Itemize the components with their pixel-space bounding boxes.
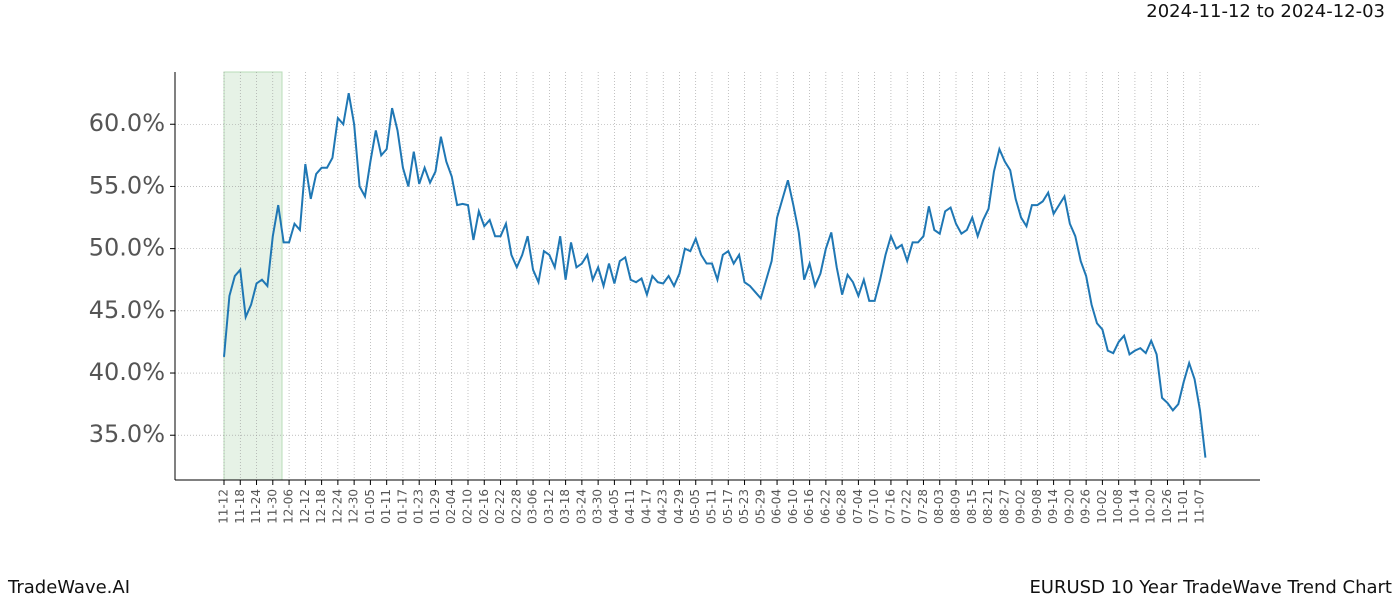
x-tick-label: 12-18 [314, 489, 328, 524]
x-tick-label: 05-05 [688, 489, 702, 524]
x-tick-label: 12-30 [347, 489, 361, 524]
x-tick-label: 03-24 [574, 489, 588, 524]
x-tick-label: 05-11 [705, 489, 719, 524]
x-tick-label: 08-09 [949, 489, 963, 524]
x-tick-label: 11-30 [265, 489, 279, 524]
x-tick-label: 08-15 [965, 489, 979, 524]
x-tick-label: 02-28 [509, 489, 523, 524]
x-tick-label: 01-29 [428, 489, 442, 524]
x-tick-label: 05-17 [721, 489, 735, 524]
x-tick-label: 11-24 [249, 489, 263, 524]
grid [175, 72, 1260, 480]
chart-title: EURUSD 10 Year TradeWave Trend Chart [1029, 577, 1392, 598]
x-tick-label: 08-21 [981, 489, 995, 524]
x-tick-label: 08-03 [932, 489, 946, 524]
x-tick-label: 04-23 [656, 489, 670, 524]
x-tick-label: 08-27 [997, 489, 1011, 524]
x-tick-label: 02-22 [493, 489, 507, 524]
brand: TradeWave.AI [7, 577, 130, 598]
x-tick-label: 11-18 [233, 489, 247, 524]
x-tick-label: 11-07 [1193, 489, 1207, 524]
y-tick-label: 50.0% [89, 234, 165, 262]
x-tick-label: 10-14 [1127, 489, 1141, 524]
x-tick-label: 04-29 [672, 489, 686, 524]
x-tick-label: 06-28 [835, 489, 849, 524]
x-tick-label: 11-01 [1176, 489, 1190, 524]
x-tick-label: 09-08 [1030, 489, 1044, 524]
x-tick-label: 07-04 [851, 489, 865, 524]
x-tick-label: 01-17 [395, 489, 409, 524]
x-tick-label: 06-22 [818, 489, 832, 524]
y-tick-label: 35.0% [89, 420, 165, 448]
x-tick-label: 07-16 [883, 489, 897, 524]
x-tick-label: 05-23 [737, 489, 751, 524]
x-tick-label: 02-16 [477, 489, 491, 524]
x-tick-label: 03-30 [591, 489, 605, 524]
x-tick-label: 12-24 [330, 489, 344, 524]
y-tick-label: 40.0% [89, 358, 165, 386]
x-tick-label: 09-02 [1014, 489, 1028, 524]
x-tick-label: 10-08 [1111, 489, 1125, 524]
x-tick-label: 12-12 [298, 489, 312, 524]
x-tick-label: 01-23 [412, 489, 426, 524]
x-tick-label: 02-10 [461, 489, 475, 524]
x-tick-label: 06-04 [770, 489, 784, 524]
x-tick-label: 10-02 [1095, 489, 1109, 524]
x-tick-label: 10-20 [1144, 489, 1158, 524]
x-tick-label: 10-26 [1160, 489, 1174, 524]
x-tick-label: 01-11 [379, 489, 393, 524]
y-tick-label: 55.0% [89, 171, 165, 199]
x-tick-label: 07-10 [867, 489, 881, 524]
x-tick-label: 04-05 [607, 489, 621, 524]
line-series [223, 92, 1207, 458]
x-tick-label: 06-16 [802, 489, 816, 524]
highlight-span [223, 71, 283, 481]
x-tick-label: 06-10 [786, 489, 800, 524]
x-tick-label: 04-11 [623, 489, 637, 524]
y-tick-label: 60.0% [89, 109, 165, 137]
x-tick-label: 07-22 [900, 489, 914, 524]
x-tick-label: 01-05 [363, 489, 377, 524]
x-tick-label: 09-26 [1079, 489, 1093, 524]
x-tick-label: 09-14 [1046, 489, 1060, 524]
y-tick-label: 45.0% [89, 296, 165, 324]
x-tick-label: 09-20 [1062, 489, 1076, 524]
x-tick-label: 03-12 [542, 489, 556, 524]
x-tick-label: 04-17 [639, 489, 653, 524]
x-tick-label: 03-06 [526, 489, 540, 524]
date-range: 2024-11-12 to 2024-12-03 [1146, 1, 1385, 22]
x-tick-label: 03-18 [558, 489, 572, 524]
x-tick-label: 02-04 [444, 489, 458, 524]
x-tick-label: 11-12 [217, 489, 231, 524]
x-tick-label: 05-29 [753, 489, 767, 524]
x-tick-label: 07-28 [916, 489, 930, 524]
x-tick-label: 12-06 [282, 489, 296, 524]
